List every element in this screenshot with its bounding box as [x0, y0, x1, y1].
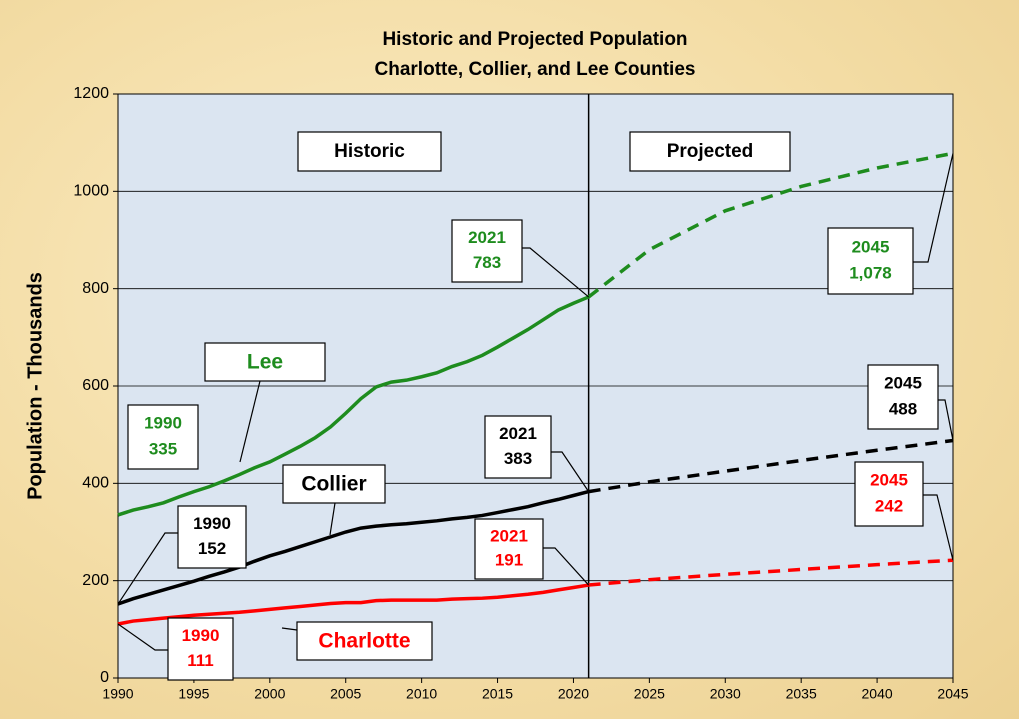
callout-box	[484, 415, 552, 479]
series-label-box	[282, 464, 386, 504]
region-label: Projected	[667, 141, 754, 162]
projected-line	[587, 151, 954, 299]
callout-box	[451, 219, 523, 283]
data-label: 191	[495, 550, 523, 569]
callout-box	[827, 227, 914, 295]
data-label: 383	[504, 449, 532, 468]
x-tick-label: 2045	[937, 686, 968, 702]
callout-box	[167, 617, 234, 681]
series-label: Charlotte	[318, 630, 410, 653]
leader-line	[551, 451, 590, 492]
x-tick-label: 2010	[406, 686, 437, 702]
data-label: 783	[473, 253, 501, 272]
data-label: 111	[187, 651, 214, 670]
projected-line	[588, 438, 954, 494]
region-box	[629, 131, 791, 172]
series-label: Lee	[247, 351, 283, 374]
data-label: 242	[875, 496, 903, 515]
series-label-box	[204, 342, 326, 382]
historic-line	[117, 295, 590, 517]
callout-box	[867, 364, 939, 430]
callout-year: 2045	[884, 374, 922, 393]
callout-year: 2021	[499, 424, 537, 443]
x-tick-label: 1990	[102, 686, 133, 702]
data-label: 488	[889, 399, 917, 418]
y-tick-label: 1000	[73, 183, 109, 200]
leader-line	[329, 502, 336, 536]
region-box	[297, 131, 442, 172]
callout-year: 1990	[182, 626, 220, 645]
callout-year: 2045	[852, 237, 890, 256]
leader-line	[938, 399, 954, 441]
data-label: 1,078	[849, 264, 892, 283]
y-tick-label: 800	[82, 280, 109, 297]
leader-line	[281, 627, 298, 631]
x-tick-label: 2040	[862, 686, 893, 702]
historic-line	[117, 489, 590, 606]
x-tick-label: 2035	[786, 686, 817, 702]
y-tick-label: 400	[82, 475, 109, 492]
callout-year: 2045	[870, 471, 908, 490]
leader-line	[117, 623, 168, 651]
projected-line	[588, 558, 954, 587]
x-tick-label: 1995	[178, 686, 209, 702]
y-tick-label: 1200	[73, 85, 109, 102]
leader-line	[117, 532, 178, 605]
series-label-box	[296, 621, 433, 661]
leader-line	[913, 153, 954, 263]
historic-line	[117, 583, 589, 626]
leader-line	[239, 380, 261, 463]
leader-line	[543, 547, 590, 586]
y-tick-label: 0	[100, 669, 109, 686]
chart-title: Historic and Projected Population	[382, 29, 687, 50]
callout-box	[127, 404, 199, 470]
y-axis-label: Population - Thousands	[24, 272, 46, 500]
data-label: 152	[198, 539, 226, 558]
x-tick-label: 2005	[330, 686, 361, 702]
x-tick-label: 2000	[254, 686, 285, 702]
leader-line	[923, 494, 954, 561]
data-label: 335	[149, 439, 177, 458]
callout-year: 2021	[468, 228, 506, 247]
callout-year: 1990	[144, 414, 182, 433]
x-tick-label: 2030	[710, 686, 741, 702]
callout-box	[177, 505, 247, 569]
chart-title: Charlotte, Collier, and Lee Counties	[375, 59, 696, 80]
y-tick-label: 600	[82, 377, 109, 394]
callout-box	[474, 518, 544, 580]
region-label: Historic	[334, 141, 405, 162]
leader-line	[522, 247, 590, 298]
callout-year: 1990	[193, 514, 231, 533]
y-tick-label: 200	[82, 572, 109, 589]
series-label: Collier	[301, 473, 366, 496]
callout-year: 2021	[490, 526, 528, 545]
x-tick-label: 2025	[634, 686, 665, 702]
x-tick-label: 2015	[482, 686, 513, 702]
x-tick-label: 2020	[558, 686, 589, 702]
callout-box	[854, 461, 924, 527]
